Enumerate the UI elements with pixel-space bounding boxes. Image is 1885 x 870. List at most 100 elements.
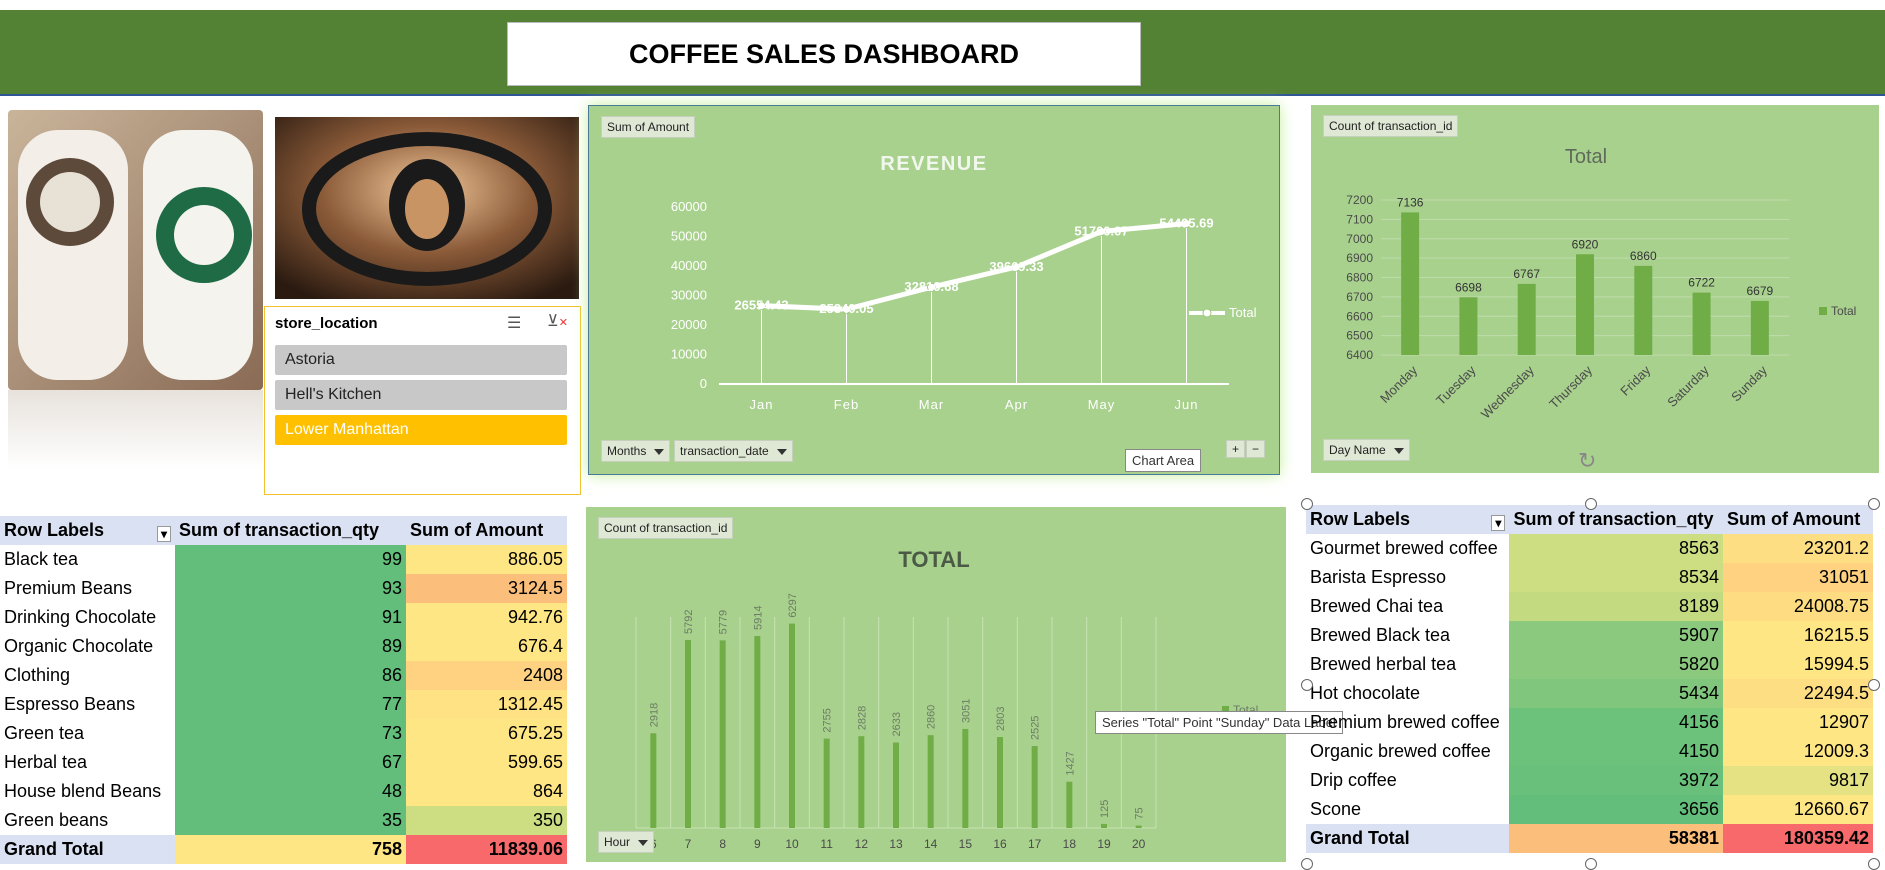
row-label[interactable]: Green tea — [4, 723, 85, 743]
grand-total-value[interactable]: 11839.06 — [405, 835, 567, 864]
column-header[interactable]: Row Labels ▾ — [0, 516, 175, 545]
qty-cell[interactable]: 86 — [174, 661, 406, 690]
amount-cell[interactable]: 23201.2 — [1722, 534, 1873, 563]
resize-handle[interactable] — [1868, 498, 1880, 510]
table-row[interactable]: Scone 3656 12660.67 — [1306, 795, 1873, 824]
slicer-item-astoria[interactable]: Astoria — [275, 345, 567, 375]
resize-handle[interactable] — [1868, 858, 1880, 870]
slicer-item-hells-kitchen[interactable]: Hell's Kitchen — [275, 380, 567, 410]
table-row[interactable]: Hot chocolate 5434 22494.5 — [1306, 679, 1873, 708]
revenue-value-tag[interactable]: Sum of Amount — [601, 116, 696, 138]
resize-handle[interactable] — [1585, 498, 1597, 510]
qty-cell[interactable]: 8563 — [1509, 534, 1723, 563]
resize-handle[interactable] — [1585, 858, 1597, 870]
qty-cell[interactable]: 3972 — [1509, 766, 1723, 795]
table-row[interactable]: Black tea 99 886.05 — [0, 545, 567, 574]
row-label[interactable]: Espresso Beans — [4, 694, 136, 714]
qty-cell[interactable]: 73 — [174, 719, 406, 748]
amount-cell[interactable]: 12009.3 — [1722, 737, 1873, 766]
qty-cell[interactable]: 4150 — [1509, 737, 1723, 766]
resize-handle[interactable] — [1301, 679, 1313, 691]
table-row[interactable]: Barista Espresso 8534 31051 — [1306, 563, 1873, 592]
row-label[interactable]: Gourmet brewed coffee — [1310, 538, 1498, 558]
resize-handle[interactable] — [1301, 498, 1313, 510]
row-label[interactable]: Green beans — [4, 810, 109, 830]
qty-cell[interactable]: 5434 — [1509, 679, 1723, 708]
rotate-handle-icon[interactable]: ↻ — [1578, 448, 1597, 473]
hour-filter-button[interactable]: Hour — [598, 831, 655, 853]
column-header[interactable]: Sum of transaction_qty — [174, 516, 406, 545]
resize-handle[interactable] — [1301, 858, 1313, 870]
qty-cell[interactable]: 89 — [174, 632, 406, 661]
table-row[interactable]: Drip coffee 3972 9817 — [1306, 766, 1873, 795]
resize-handle[interactable] — [1868, 679, 1880, 691]
table-row[interactable]: Green beans 35 350 — [0, 806, 567, 835]
qty-cell[interactable]: 91 — [174, 603, 406, 632]
column-header[interactable]: Sum of Amount — [1722, 505, 1873, 534]
amount-cell[interactable]: 886.05 — [405, 545, 567, 574]
table-row[interactable]: Brewed Chai tea 8189 24008.75 — [1306, 592, 1873, 621]
qty-cell[interactable]: 67 — [174, 748, 406, 777]
amount-cell[interactable]: 16215.5 — [1722, 621, 1873, 650]
multi-select-icon[interactable]: ☰ — [507, 315, 522, 332]
row-label[interactable]: Drinking Chocolate — [4, 607, 157, 627]
row-label[interactable]: Black tea — [4, 549, 79, 569]
qty-cell[interactable]: 77 — [174, 690, 406, 719]
qty-cell[interactable]: 48 — [174, 777, 406, 806]
left-pivot-table[interactable]: Row Labels ▾ Sum of transaction_qty Sum of … — [0, 516, 567, 864]
transaction-date-filter-button[interactable]: transaction_date — [674, 440, 793, 462]
row-label[interactable]: Scone — [1310, 799, 1362, 819]
filter-dropdown-icon[interactable]: ▾ — [1491, 514, 1506, 531]
qty-cell[interactable]: 3656 — [1509, 795, 1723, 824]
amount-cell[interactable]: 12907 — [1722, 708, 1873, 737]
right-pivot-table[interactable]: Row Labels ▾ Sum of transaction_qty Sum of … — [1306, 505, 1873, 853]
table-row[interactable]: Green tea 73 675.25 — [0, 719, 567, 748]
revenue-chart-panel[interactable]: Sum of Amount REVENUE 0 10000 20000 30000 400… — [588, 105, 1280, 475]
coffee-cups-image[interactable] — [8, 110, 263, 390]
collapse-field-button[interactable]: − — [1246, 440, 1266, 458]
grand-total-value[interactable]: 758 — [174, 835, 406, 864]
table-row[interactable]: House blend Beans 48 864 — [0, 777, 567, 806]
amount-cell[interactable]: 15994.5 — [1722, 650, 1873, 679]
row-label[interactable]: Organic Chocolate — [4, 636, 154, 656]
row-label[interactable]: Premium brewed coffee — [1310, 712, 1500, 732]
amount-cell[interactable]: 12660.67 — [1722, 795, 1873, 824]
table-row[interactable]: Brewed herbal tea 5820 15994.5 — [1306, 650, 1873, 679]
amount-cell[interactable]: 22494.5 — [1722, 679, 1873, 708]
row-label[interactable]: Clothing — [4, 665, 71, 685]
weekday-value-tag[interactable]: Count of transaction_id — [1323, 115, 1459, 137]
store-location-slicer[interactable]: store_location ☰ ⊻✕ Astoria Hell's Kitch… — [264, 306, 581, 495]
clear-filter-icon[interactable]: ⊻✕ — [547, 313, 568, 330]
months-filter-button[interactable]: Months — [601, 440, 671, 462]
table-row[interactable]: Premium brewed coffee 4156 12907 — [1306, 708, 1873, 737]
expand-field-button[interactable]: + — [1226, 440, 1246, 458]
table-row[interactable]: Clothing 86 2408 — [0, 661, 567, 690]
amount-cell[interactable]: 2408 — [405, 661, 567, 690]
amount-cell[interactable]: 599.65 — [405, 748, 567, 777]
column-header[interactable]: Row Labels ▾ — [1306, 505, 1510, 534]
qty-cell[interactable]: 99 — [174, 545, 406, 574]
table-row[interactable]: Brewed Black tea 5907 16215.5 — [1306, 621, 1873, 650]
row-label[interactable]: Organic brewed coffee — [1310, 741, 1491, 761]
row-label[interactable]: Hot chocolate — [1310, 683, 1421, 703]
column-header[interactable]: Sum of Amount — [405, 516, 567, 545]
qty-cell[interactable]: 93 — [174, 574, 406, 603]
amount-cell[interactable]: 24008.75 — [1722, 592, 1873, 621]
grand-total-row[interactable]: Grand Total 58381 180359.42 — [1306, 824, 1873, 853]
row-label[interactable]: House blend Beans — [4, 781, 162, 801]
table-row[interactable]: Espresso Beans 77 1312.45 — [0, 690, 567, 719]
row-label[interactable]: Brewed Chai tea — [1310, 596, 1444, 616]
row-label[interactable]: Brewed Black tea — [1310, 625, 1451, 645]
grand-total-row[interactable]: Grand Total 758 11839.06 — [0, 835, 567, 864]
grand-total-label[interactable]: Grand Total — [0, 835, 175, 864]
weekday-chart-panel[interactable]: Count of transaction_id Total 6400 6500 660… — [1311, 105, 1879, 473]
row-label[interactable]: Premium Beans — [4, 578, 133, 598]
column-header[interactable]: Sum of transaction_qty — [1509, 505, 1723, 534]
table-row[interactable]: Premium Beans 93 3124.5 — [0, 574, 567, 603]
grand-total-value[interactable]: 180359.42 — [1722, 824, 1873, 853]
grand-total-label[interactable]: Grand Total — [1306, 824, 1510, 853]
qty-cell[interactable]: 35 — [174, 806, 406, 835]
amount-cell[interactable]: 9817 — [1722, 766, 1873, 795]
row-label[interactable]: Barista Espresso — [1310, 567, 1447, 587]
qty-cell[interactable]: 4156 — [1509, 708, 1723, 737]
